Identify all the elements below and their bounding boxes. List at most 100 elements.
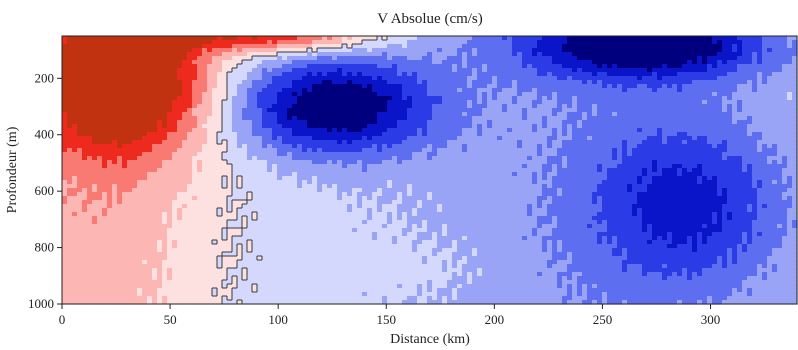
field-cell (197, 76, 203, 81)
field-cell (172, 116, 178, 121)
field-cell (627, 136, 633, 141)
field-cell (142, 56, 148, 61)
field-cell (472, 160, 478, 165)
field-cell (92, 68, 98, 73)
field-cell (342, 112, 348, 117)
field-cell (192, 104, 198, 109)
field-cell (372, 120, 378, 125)
field-cell (107, 100, 113, 105)
field-cell (687, 76, 693, 81)
field-cell (72, 52, 78, 57)
field-cell (122, 140, 128, 145)
field-cell (127, 104, 133, 109)
field-cell (172, 40, 178, 45)
field-cell (762, 44, 768, 49)
field-cell (202, 124, 208, 129)
field-cell (442, 108, 448, 113)
field-cell (792, 84, 798, 89)
field-cell (727, 36, 733, 41)
field-cell (182, 152, 188, 157)
field-cell (202, 80, 208, 85)
field-cell (287, 80, 293, 85)
field-cell (212, 92, 218, 97)
field-cell (597, 84, 603, 89)
field-cell (302, 168, 308, 173)
field-cell (167, 68, 173, 73)
field-cell (362, 124, 368, 129)
field-cell (97, 156, 103, 161)
field-cell (612, 136, 618, 141)
field-cell (647, 152, 653, 157)
field-cell (447, 96, 453, 101)
field-cell (427, 136, 433, 141)
field-cell (437, 112, 443, 117)
field-cell (62, 152, 68, 157)
field-cell (647, 40, 653, 45)
field-cell (282, 140, 288, 145)
field-cell (352, 100, 358, 105)
field-cell (697, 88, 703, 93)
field-cell (247, 104, 253, 109)
field-cell (262, 160, 268, 165)
field-cell (602, 88, 608, 93)
field-cell (322, 96, 328, 101)
field-cell (602, 72, 608, 77)
field-cell (137, 156, 143, 161)
field-cell (652, 156, 658, 161)
field-cell (232, 48, 238, 53)
field-cell (167, 60, 173, 65)
field-cell (497, 128, 503, 133)
field-cell (692, 108, 698, 113)
field-cell (177, 140, 183, 145)
field-cell (682, 124, 688, 129)
field-cell (512, 60, 518, 65)
field-cell (412, 52, 418, 57)
field-cell (627, 40, 633, 45)
field-cell (502, 52, 508, 57)
field-cell (527, 104, 533, 109)
field-cell (367, 96, 373, 101)
field-cell (357, 64, 363, 69)
field-cell (712, 64, 718, 69)
field-cell (497, 164, 503, 169)
field-cell (232, 112, 238, 117)
field-cell (507, 108, 513, 113)
field-cell (237, 36, 243, 41)
field-cell (337, 112, 343, 117)
field-cell (377, 100, 383, 105)
field-cell (592, 108, 598, 113)
field-cell (467, 152, 473, 157)
field-cell (792, 88, 798, 93)
field-cell (472, 140, 478, 145)
field-cell (637, 100, 643, 105)
field-cell (607, 56, 613, 61)
field-cell (652, 120, 658, 125)
field-cell (532, 140, 538, 145)
field-cell (702, 136, 708, 141)
field-cell (712, 120, 718, 125)
field-cell (477, 48, 483, 53)
field-cell (267, 120, 273, 125)
field-cell (457, 128, 463, 133)
field-cell (97, 88, 103, 93)
field-cell (762, 48, 768, 53)
field-cell (452, 132, 458, 137)
field-cell (482, 88, 488, 93)
field-cell (567, 112, 573, 117)
field-cell (92, 92, 98, 97)
field-cell (512, 72, 518, 77)
field-cell (527, 36, 533, 41)
field-cell (762, 152, 768, 157)
field-cell (532, 40, 538, 45)
field-cell (252, 164, 258, 169)
field-cell (167, 76, 173, 81)
field-cell (532, 132, 538, 137)
field-cell (132, 64, 138, 69)
field-cell (312, 36, 318, 41)
field-cell (737, 104, 743, 109)
field-cell (392, 140, 398, 145)
field-cell (447, 68, 453, 73)
field-cell (722, 96, 728, 101)
field-cell (757, 160, 763, 165)
field-cell (467, 84, 473, 89)
